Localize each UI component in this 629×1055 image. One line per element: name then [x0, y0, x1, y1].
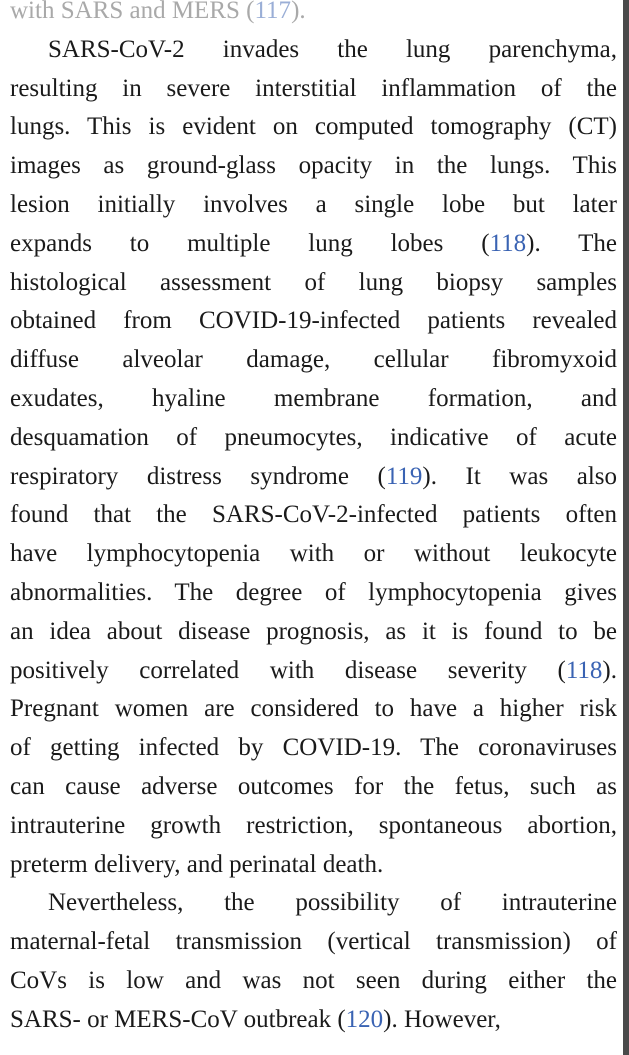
text-line: SARS-CoV-2 invades the lung parenchyma, [10, 31, 617, 70]
text-line: maternal-fetal transmission (vertical tr… [10, 923, 617, 962]
text-line: CoVs is low and was not seen during eith… [10, 962, 617, 1001]
text-segment: desquamation of pneumocytes, indicative … [10, 423, 617, 451]
paragraph-vertical-transmission: Nevertheless, the possibility of intraut… [10, 884, 617, 1039]
text-line: expands to multiple lung lobes (118). Th… [10, 225, 617, 264]
citation-link[interactable]: 118 [489, 229, 527, 257]
text-segment: intrauterine growth restriction, spontan… [10, 811, 617, 839]
scrollbar[interactable] [623, 0, 629, 1055]
text-segment: can cause adverse outcomes for the fetus… [10, 772, 617, 800]
text-segment: ). However, [383, 1005, 501, 1033]
text-segment: lesion initially involves a single lobe … [10, 190, 617, 218]
text-line: SARS- or MERS-CoV outbreak (120). Howeve… [10, 1001, 617, 1040]
text-line: an idea about disease prognosis, as it i… [10, 613, 617, 652]
text-segment: Pregnant women are considered to have a … [10, 695, 617, 723]
text-line: abnormalities. The degree of lymphocytop… [10, 574, 617, 613]
text-segment: have lymphocytopenia with or without leu… [10, 540, 617, 568]
text-segment: exudates, hyaline membrane formation, an… [10, 384, 617, 412]
text-segment: resulting in severe interstitial inflamm… [10, 74, 617, 102]
text-line: exudates, hyaline membrane formation, an… [10, 380, 617, 419]
text-line: found that the SARS-CoV-2-infected patie… [10, 496, 617, 535]
text-segment: ). The [526, 229, 617, 257]
citation-link[interactable]: 117 [254, 0, 292, 24]
text-line: respiratory distress syndrome (119). It … [10, 458, 617, 497]
text-line: have lymphocytopenia with or without leu… [10, 535, 617, 574]
text-segment: of getting infected by COVID-19. The cor… [10, 734, 617, 762]
text-segment: with SARS and MERS ( [10, 0, 255, 24]
text-line: with SARS and MERS (117). [10, 0, 617, 31]
text-segment: histological assessment of lung biopsy s… [10, 268, 617, 296]
text-segment: expands to multiple lung lobes ( [10, 229, 490, 257]
text-line: preterm delivery, and perinatal death. [10, 846, 617, 885]
citation-link[interactable]: 120 [345, 1005, 384, 1033]
text-segment: ). [291, 0, 306, 24]
text-segment: ). It was also [422, 462, 617, 490]
text-line: desquamation of pneumocytes, indicative … [10, 419, 617, 458]
text-segment: positively correlated with disease sever… [10, 656, 566, 684]
text-line: lesion initially involves a single lobe … [10, 186, 617, 225]
text-line: can cause adverse outcomes for the fetus… [10, 768, 617, 807]
text-line: Nevertheless, the possibility of intraut… [10, 884, 617, 923]
text-segment: ). [602, 656, 617, 684]
text-line: diffuse alveolar damage, cellular fibrom… [10, 341, 617, 380]
text-segment: CoVs is low and was not seen during eith… [10, 966, 617, 994]
text-line: resulting in severe interstitial inflamm… [10, 70, 617, 109]
text-segment: maternal-fetal transmission (vertical tr… [10, 928, 617, 956]
citation-link[interactable]: 118 [565, 656, 603, 684]
text-segment: SARS- or MERS-CoV outbreak ( [10, 1005, 346, 1033]
text-line: positively correlated with disease sever… [10, 652, 617, 691]
paragraph-sars-cov-2-pathology: SARS-CoV-2 invades the lung parenchyma, r… [10, 31, 617, 885]
text-segment: SARS-CoV-2 invades the lung parenchyma, [48, 35, 617, 63]
paragraph-faded-continuation: with SARS and MERS (117). [10, 0, 617, 31]
text-segment: abnormalities. The degree of lymphocytop… [10, 578, 617, 606]
text-line: images as ground-glass opacity in the lu… [10, 147, 617, 186]
text-segment: found that the SARS-CoV-2-infected patie… [10, 501, 617, 529]
text-segment: lungs. This is evident on computed tomog… [10, 113, 617, 141]
text-segment: respiratory distress syndrome ( [10, 462, 386, 490]
text-line: Pregnant women are considered to have a … [10, 690, 617, 729]
text-line: histological assessment of lung biopsy s… [10, 264, 617, 303]
text-line: intrauterine growth restriction, spontan… [10, 807, 617, 846]
text-segment: preterm delivery, and perinatal death. [10, 850, 384, 878]
text-line: of getting infected by COVID-19. The cor… [10, 729, 617, 768]
text-segment: images as ground-glass opacity in the lu… [10, 152, 617, 180]
citation-link[interactable]: 119 [385, 462, 423, 490]
text-segment: obtained from COVID-19-infected patients… [10, 307, 617, 335]
article-body: with SARS and MERS (117). SARS-CoV-2 inv… [10, 0, 617, 1040]
text-segment: Nevertheless, the possibility of intraut… [48, 889, 617, 917]
text-segment: an idea about disease prognosis, as it i… [10, 617, 617, 645]
text-line: obtained from COVID-19-infected patients… [10, 302, 617, 341]
text-line: lungs. This is evident on computed tomog… [10, 108, 617, 147]
text-segment: diffuse alveolar damage, cellular fibrom… [10, 346, 617, 374]
